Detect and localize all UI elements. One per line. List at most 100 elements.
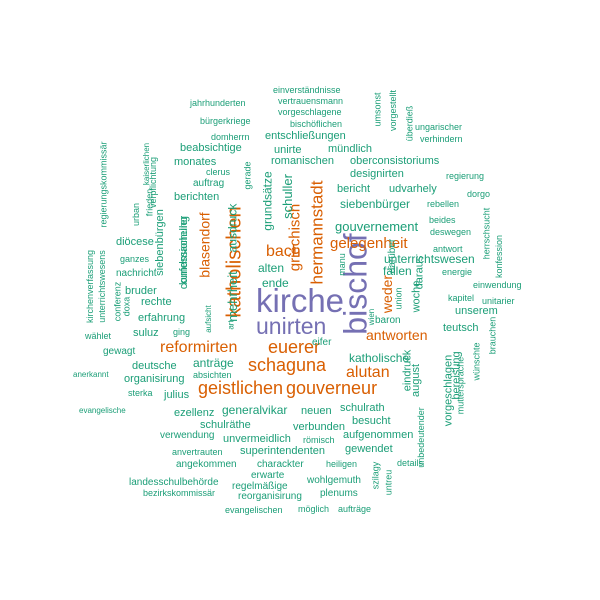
word-romanischen: romanischen [271,155,334,167]
word-manu: manu [336,253,347,276]
word-wuenschte: wünschte [471,342,482,381]
word-grundsaetze: grundsätze [260,171,275,231]
word-blasendorf: blasendorf [196,212,213,278]
word-alten: alten [258,261,285,275]
word-ende: ende [262,276,289,290]
word-antwort: antwort [433,244,463,254]
word-heiligen: heiligen [326,459,358,469]
word-anvertrauten: anvertrauten [172,447,223,457]
word-unitarier: unitarier [482,296,515,306]
word-erfahrung: erfahrung [138,312,186,324]
word-auftrag: auftrag [193,178,225,189]
word-faellen: fällen [383,264,412,278]
word-superintendenten: superintendenten [240,445,326,457]
word-besucht: besucht [352,415,391,427]
word-auftraege: aufträge [338,504,372,514]
word-kundmachung: kundmachung [178,215,191,286]
word-monates: monates [174,156,217,168]
word-einwendung: einwendung [473,280,522,290]
word-vertrauensmann: vertrauensmann [278,96,344,106]
word-wohlgemuth: wohlgemuth [307,475,361,486]
word-oberconsistoriums: oberconsistoriums [350,155,440,167]
word-verhindern: verhindern [420,134,463,144]
word-deswegen: deswegen [430,227,472,237]
word-kapitel: kapitel [448,293,475,303]
word-antraege: anträge [193,356,234,370]
word-unirten: unirten [256,313,327,339]
word-sterka: sterka [128,388,153,398]
word-neuen: neuen [301,405,332,417]
word-ausdruck: ausdruck [225,203,240,253]
word-euerer: euerer [268,337,321,357]
word-ungarischer: ungarischer [415,122,463,132]
word-szilagy: szilagy [370,461,381,490]
word-suluz: suluz [133,327,159,339]
word-reorganisirung: reorganisirung [238,491,302,502]
word-ueberdiess: überdieß [404,105,415,142]
word-aufsicht: aufsicht [203,305,213,333]
word-eifer: eifer [312,337,332,348]
word-siebenbuergen: siebenbürgen [153,209,166,276]
word-rechte: rechte [141,296,172,308]
word-anerkannt: anerkannt [73,370,109,379]
word-gelegenheit: gelegenheit [330,235,408,252]
word-august: august [410,363,423,398]
word-schulraethe: schulräthe [200,419,251,431]
word-berichten: berichten [174,191,220,203]
word-dorgo: dorgo [467,189,491,199]
word-dioecese: diöcese [116,236,154,248]
word-bach: bach [266,243,301,260]
word-beabsichtige: beabsichtige [180,142,242,154]
word-siebenbuerger: siebenbürger [340,197,411,211]
word-kirchenverfassung: kirchenverfassung [85,249,96,324]
word-brauchen: brauchen [487,316,498,355]
word-roemisch: römisch [303,435,335,445]
word-geistlichen: geistlichen [198,378,284,398]
word-absichten: absichten [193,370,232,380]
word-beides: beides [429,215,456,225]
word-landesschulbehoerde: landesschulbehörde [129,477,219,488]
word-katholische: katholische [349,351,410,365]
word-energie: energie [442,267,473,277]
word-gouvernement: gouvernement [335,219,419,234]
word-gewendet: gewendet [345,443,393,455]
word-evangelischen: evangelischen [225,505,283,515]
word-erwarte: erwarte [251,470,285,481]
word-udvarhely: udvarhely [389,183,437,195]
word-nachricht: nachricht [116,268,157,279]
word-organisirung: organisirung [124,373,185,385]
word-bruder: bruder [125,285,157,297]
word-einverstaendnisse: einverständnisse [273,85,341,95]
word-buergerkriege: bürgerkriege [200,116,251,126]
word-schaguna: schaguna [248,355,327,375]
word-bischoeflichen: bischöflichen [290,119,343,129]
word-ganzes: ganzes [120,254,150,264]
word-art: art [226,320,236,330]
word-waehlet: wählet [85,331,112,341]
word-herrschsucht: herrschsucht [481,207,492,260]
word-aufgenommen: aufgenommen [343,429,414,441]
word-regierung: regierung [446,171,485,181]
word-generalvikar: generalvikar [222,403,288,417]
word-designirten: designirten [350,168,404,180]
word-konfession: konfession [494,234,505,279]
word-doxa: doxa [121,296,132,317]
word-alutan: alutan [346,364,390,381]
word-hermannstadt: hermannstadt [307,180,327,285]
word-evangelische: evangelische [79,406,126,415]
word-schuller: schuller [279,174,295,219]
word-bericht: bericht [337,183,371,195]
word-unbedeutender: unbedeutender [415,407,426,468]
word-gewagt: gewagt [103,346,136,357]
word-entschliessungen: entschließungen [265,130,346,142]
word-clerus: clerus [206,167,231,177]
word-unterrichtswesens: unterrichtswesens [96,250,107,323]
word-urban: urban [131,202,142,227]
word-jahrhunderten: jahrhunderten [190,98,246,108]
word-charackter: charackter [257,459,304,470]
word-moeglich: möglich [298,504,330,514]
word-teutsch: teutsch [443,322,479,334]
word-vorgeschlagene: vorgeschlagene [278,107,342,117]
word-wien: wien [367,308,377,326]
